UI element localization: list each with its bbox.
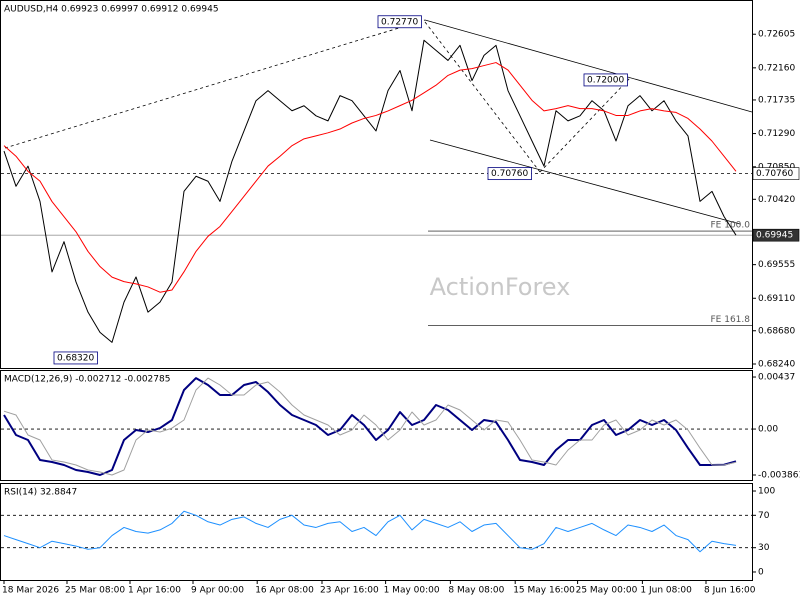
watermark: ActionForex: [430, 273, 571, 301]
x-tick-label: 1 Jun 08:00: [640, 586, 692, 596]
x-tick-label: 9 Apr 00:00: [191, 586, 244, 596]
y-tick-label: 0.70420: [758, 195, 795, 205]
y-tick-label: 0.00437: [758, 373, 795, 383]
trendline: [4, 19, 426, 149]
trendline: [539, 77, 631, 173]
y-tick-label: 0.71290: [758, 129, 795, 139]
series-line: [3, 510, 737, 553]
x-tick-label: 25 Mar 08:00: [65, 586, 125, 596]
annotation-box: [487, 167, 532, 181]
x-tick-label: 16 Apr 08:00: [255, 586, 314, 596]
trendlines: [4, 19, 753, 225]
price-tag-label: 0.70760: [756, 169, 793, 179]
y-tick-label: 0.72605: [758, 30, 795, 40]
series-line: [3, 39, 737, 343]
series-line: [3, 377, 737, 476]
x-tick-label: 1 Apr 16:00: [128, 586, 181, 596]
x-tick-label: 15 May 16:00: [513, 586, 575, 596]
trendline: [424, 19, 753, 113]
annotation-label: 0.70760: [491, 169, 528, 179]
annotation-box: [53, 351, 98, 365]
y-tick-label: 30: [758, 543, 770, 553]
panel-title: AUDUSD,H4 0.69923 0.69997 0.69912 0.6994…: [4, 5, 219, 15]
trendline: [424, 21, 541, 173]
x-tick-label: 8 Jun 16:00: [704, 586, 756, 596]
price-panel: [0, 0, 753, 369]
x-tick-label: 23 Apr 16:00: [320, 586, 379, 596]
annotation-box: [583, 73, 628, 87]
y-tick-label: 0.69555: [758, 260, 795, 270]
y-tick-label: 0.00: [758, 425, 778, 435]
annotation-label: 0.72000: [587, 75, 624, 85]
y-tick-label: 0.69110: [758, 294, 795, 304]
panel-title: MACD(12,26,9) -0.002712 -0.002785: [4, 375, 170, 385]
x-tick-label: 25 May 00:00: [576, 586, 638, 596]
rsi-panel: [0, 483, 753, 581]
series-line: [3, 377, 737, 476]
x-tick-label: 18 Mar 2026: [2, 586, 59, 596]
annotation-label: 0.68320: [57, 353, 94, 363]
annotation-label: 0.72770: [381, 17, 418, 27]
y-tick-label: 70: [758, 511, 770, 521]
y-tick-label: 0.68680: [758, 326, 795, 336]
trendline: [429, 139, 741, 225]
annotation-box: [377, 15, 422, 29]
y-tick-label: 0.72160: [758, 63, 795, 73]
price-tag: [752, 228, 800, 242]
y-tick-label: -0.003861: [758, 471, 800, 481]
price-tag-label: 0.69945: [756, 231, 793, 241]
fib-label: FE 161.8: [711, 315, 751, 325]
panel-title: RSI(14) 32.8847: [4, 488, 77, 498]
y-tick-label: 100: [758, 487, 775, 497]
price-tag: [752, 167, 800, 180]
x-tick-label: 1 May 00:00: [384, 586, 440, 596]
x-tick-label: 8 May 08:00: [448, 586, 504, 596]
y-tick-label: 0.71735: [758, 95, 795, 105]
y-tick-label: 0: [758, 567, 764, 577]
y-tick-label: 0.68240: [758, 359, 795, 369]
series-line: [3, 62, 737, 293]
